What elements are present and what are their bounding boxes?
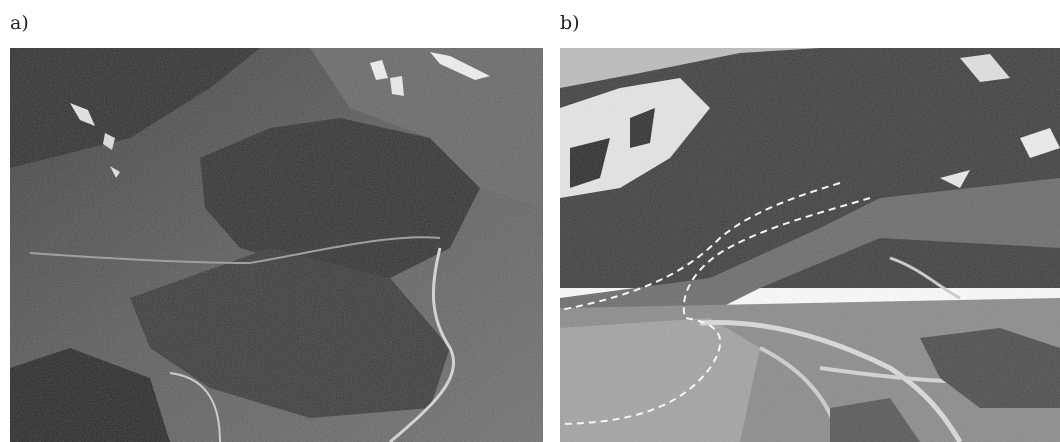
photo-open-pit-mine bbox=[560, 48, 1060, 442]
photo-mountain-valley bbox=[10, 48, 543, 442]
panel-label-b: b) bbox=[560, 12, 580, 34]
panel-label-a: a) bbox=[10, 12, 29, 34]
